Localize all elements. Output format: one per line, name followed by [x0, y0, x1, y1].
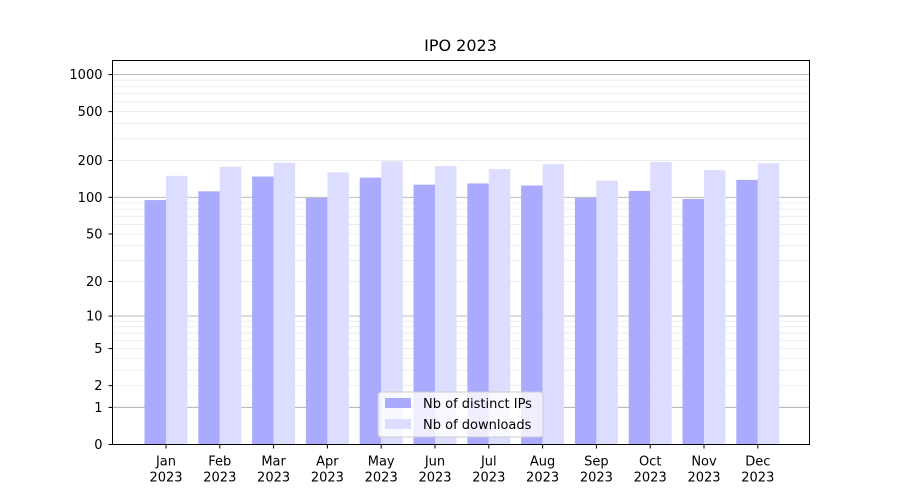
- y-axis: 0 1 2 5 10 20 50 100 200 500 1000: [69, 68, 113, 453]
- legend-frame: [377, 391, 544, 438]
- bar-downloads: [542, 164, 565, 445]
- bar-downloads: [704, 170, 726, 445]
- x-tick-label: Jan 2023: [149, 455, 182, 486]
- bar-downloads: [435, 166, 457, 445]
- bar-downloads: [596, 180, 618, 445]
- x-tick-label: Feb 2023: [203, 455, 236, 486]
- x-tick-label: Aug 2023: [526, 455, 559, 486]
- bar-downloads: [273, 162, 296, 445]
- plot-area-frame: [112, 60, 810, 445]
- bar-distinct-ips: [305, 197, 328, 445]
- x-tick-label: Dec 2023: [741, 455, 774, 486]
- legend-label-downloads: Nb of downloads: [423, 418, 532, 433]
- y-tick-label: 5: [94, 342, 102, 357]
- bar-distinct-ips: [359, 177, 382, 445]
- y-tick-label: 2: [94, 379, 102, 394]
- x-tick-label: Jun 2023: [418, 455, 451, 486]
- x-tick-label: May 2023: [365, 455, 398, 486]
- bar-distinct-ips: [521, 185, 543, 445]
- bar-distinct-ips: [628, 190, 651, 445]
- bar-distinct-ips: [467, 183, 489, 445]
- y-tick-label: 1: [94, 401, 102, 416]
- legend: Nb of distinct IPs Nb of downloads: [377, 391, 544, 438]
- x-tick-label: Mar 2023: [257, 455, 290, 486]
- x-tick-label: Sep 2023: [580, 455, 613, 486]
- bar-distinct-ips: [144, 200, 166, 445]
- y-tick-label: 200: [78, 154, 103, 169]
- bar-distinct-ips: [252, 176, 274, 445]
- chart-title: IPO 2023: [424, 36, 497, 55]
- x-tick-label: Apr 2023: [311, 455, 344, 486]
- y-tick-label: 10: [86, 310, 103, 325]
- x-tick-label: Oct 2023: [634, 455, 667, 486]
- bar-downloads: [757, 163, 780, 445]
- x-axis: Jan 2023 Feb 2023 Mar 2023 Apr 2023 May 2023 Jun 20…: [149, 444, 774, 486]
- y-tick-label: 50: [86, 227, 103, 242]
- bar-distinct-ips: [682, 198, 704, 445]
- bar-downloads: [166, 175, 188, 445]
- legend-swatch-downloads: [385, 419, 411, 429]
- y-tick-label: 500: [78, 105, 103, 120]
- bar-downloads: [650, 161, 672, 445]
- bar-downloads: [488, 169, 511, 445]
- y-tick-label: 1000: [69, 68, 102, 83]
- bars: [144, 161, 780, 445]
- bar-downloads: [327, 172, 349, 445]
- y-tick-label: 100: [78, 191, 103, 206]
- bar-distinct-ips: [198, 191, 220, 445]
- x-tick-label: Nov 2023: [687, 455, 720, 486]
- y-tick-label: 20: [86, 275, 103, 290]
- legend-swatch-distinct-ips: [385, 398, 411, 408]
- legend-label-distinct-ips: Nb of distinct IPs: [423, 397, 532, 412]
- bar-downloads: [381, 161, 403, 445]
- bar-distinct-ips: [736, 179, 758, 445]
- y-tick-label: 0: [94, 438, 102, 453]
- bar-downloads: [219, 166, 242, 445]
- bar-distinct-ips: [574, 197, 597, 445]
- bar-distinct-ips: [413, 184, 435, 445]
- x-tick-label: Jul 2023: [472, 455, 505, 486]
